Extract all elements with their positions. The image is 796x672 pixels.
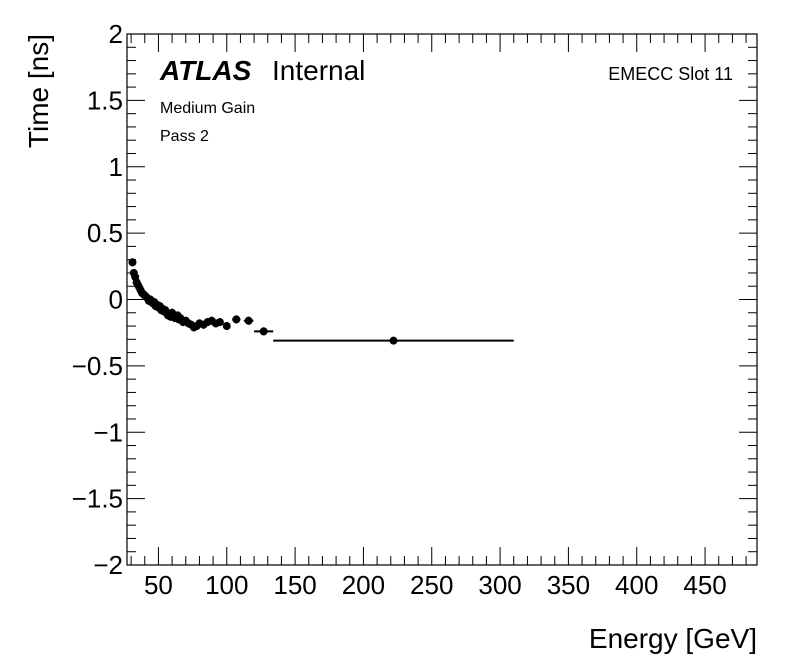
y-tick-label: 2 [109,19,123,49]
atlas-label: ATLAS [159,55,252,86]
axis-ticks [127,33,757,566]
data-point [215,318,224,327]
data-point [254,327,274,336]
y-axis-title: Time [ns] [23,34,54,148]
x-tick-label: 150 [273,570,316,600]
x-tick-label: 400 [615,570,658,600]
marker [128,258,137,267]
marker [222,322,231,331]
y-tick-label: −1 [93,417,123,447]
marker [259,327,268,336]
y-tick-label: 1.5 [87,85,123,115]
plot-frame [126,33,758,566]
y-tick-label: −0.5 [72,351,123,381]
y-tick-label: 1 [109,152,123,182]
x-tick-label: 200 [342,570,385,600]
slot-label: EMECC Slot 11 [608,64,733,84]
x-axis-title: Energy [GeV] [589,623,757,654]
data-points [128,258,514,345]
x-tick-label: 350 [547,570,590,600]
y-tick-label: −2 [93,550,123,580]
data-point [128,258,137,267]
x-tick-label: 50 [144,570,173,600]
y-tick-label: 0 [109,285,123,315]
x-tick-label: 450 [683,570,726,600]
data-point [243,316,254,325]
x-tick-label: 250 [410,570,453,600]
data-point [222,322,231,331]
x-tick-label: 300 [478,570,521,600]
data-point [273,336,514,345]
data-point [232,315,241,324]
x-tick-label: 100 [205,570,248,600]
gain-label: Medium Gain [160,100,255,117]
marker [215,318,224,327]
marker [389,336,398,345]
y-tick-label: −1.5 [72,484,123,514]
internal-label: Internal [272,55,365,86]
marker [244,316,253,325]
tick-labels: 50 100 150 200 250 300 350 400 450 −2 −1.5 −1 −0.5 0 0… [72,19,727,600]
pass-label: Pass 2 [160,128,209,145]
y-tick-label: 0.5 [87,218,123,248]
marker [232,315,241,324]
